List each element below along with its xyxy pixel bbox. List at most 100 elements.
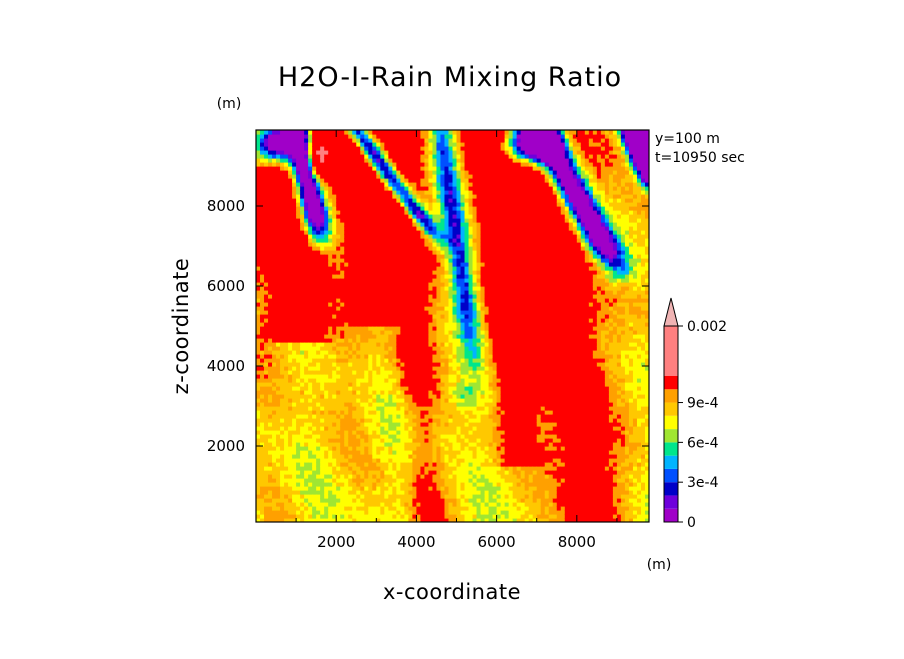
heatmap-cell — [356, 154, 361, 159]
heatmap-cell — [416, 194, 422, 199]
heatmap-cell — [360, 394, 365, 399]
heatmap-cell — [424, 214, 430, 219]
heatmap-cell — [376, 434, 381, 439]
heatmap-cell — [360, 330, 365, 335]
heatmap-cell — [424, 186, 430, 191]
heatmap-cell — [268, 134, 273, 139]
heatmap-cell — [292, 206, 297, 211]
heatmap-cell — [456, 422, 462, 427]
heatmap-cell — [280, 290, 285, 295]
heatmap-cell — [360, 282, 365, 287]
heatmap-cell — [412, 238, 418, 243]
heatmap-cell — [272, 306, 277, 311]
heatmap-cell — [384, 426, 389, 431]
heatmap-cell — [368, 322, 373, 327]
heatmap-cell — [452, 386, 458, 391]
heatmap-cell — [404, 426, 409, 431]
heatmap-cell — [444, 150, 450, 155]
heatmap-cell — [408, 166, 413, 171]
heatmap-cell — [408, 394, 413, 399]
heatmap-cell — [396, 234, 401, 239]
heatmap-cell — [432, 394, 438, 399]
heatmap-cell — [332, 450, 337, 455]
heatmap-cell — [308, 346, 313, 351]
heatmap-cell — [312, 414, 317, 419]
heatmap-cell — [448, 334, 454, 339]
heatmap-cell — [392, 218, 397, 223]
heatmap-cell — [288, 138, 293, 143]
heatmap-cell — [432, 458, 438, 463]
heatmap-cell — [260, 134, 265, 139]
heatmap-cell — [280, 478, 285, 483]
heatmap-cell — [332, 342, 337, 347]
heatmap-cell — [440, 306, 446, 311]
heatmap-cell — [340, 154, 345, 159]
heatmap-cell — [368, 278, 373, 283]
heatmap-cell — [292, 510, 297, 515]
heatmap-cell — [364, 266, 369, 271]
heatmap-cell — [392, 422, 397, 427]
heatmap-cell — [280, 162, 285, 167]
heatmap-cell — [268, 214, 273, 219]
heatmap-cell — [408, 438, 413, 443]
heatmap-cell — [264, 302, 269, 307]
heatmap-cell — [284, 366, 289, 371]
heatmap-cell — [304, 482, 309, 487]
heatmap-cell — [388, 202, 393, 207]
heatmap-cell — [268, 342, 273, 347]
heatmap-cell — [324, 494, 329, 499]
heatmap-cell — [392, 150, 397, 155]
heatmap-cell — [312, 206, 317, 211]
heatmap-cell — [304, 310, 309, 315]
heatmap-cell — [376, 338, 381, 343]
heatmap-cell — [412, 486, 418, 491]
heatmap-cell — [368, 298, 373, 303]
heatmap-cell — [292, 446, 297, 451]
heatmap-cell — [316, 418, 321, 423]
heatmap-cell — [276, 466, 281, 471]
heatmap-cell — [432, 170, 438, 175]
heatmap-cell — [292, 350, 297, 355]
heatmap-cell — [304, 422, 309, 427]
heatmap-cell — [256, 250, 261, 255]
heatmap-cell — [408, 238, 413, 243]
heatmap-cell — [420, 278, 426, 283]
heatmap-cell — [336, 482, 341, 487]
heatmap-cell — [292, 294, 297, 299]
heatmap-cell — [432, 294, 438, 299]
heatmap-cell — [292, 250, 297, 255]
heatmap-cell — [392, 258, 397, 263]
heatmap-cell — [432, 430, 438, 435]
heatmap-cell — [272, 142, 277, 147]
heatmap-cell — [440, 310, 446, 315]
heatmap-cell — [272, 326, 277, 331]
heatmap-cell — [356, 290, 361, 295]
heatmap-cell — [264, 498, 269, 503]
heatmap-cell — [368, 198, 373, 203]
heatmap-cell — [328, 446, 333, 451]
heatmap-cell — [340, 226, 345, 231]
heatmap-cell — [372, 442, 377, 447]
heatmap-cell — [364, 426, 369, 431]
heatmap-cell — [340, 310, 345, 315]
heatmap-cell — [404, 486, 409, 491]
heatmap-cell — [416, 230, 422, 235]
heatmap-cell — [396, 490, 401, 495]
heatmap-cell — [340, 150, 345, 155]
heatmap-cell — [376, 202, 381, 207]
heatmap-cell — [332, 438, 337, 443]
heatmap-cell — [384, 166, 389, 171]
heatmap-cell — [296, 434, 301, 439]
heatmap-cell — [356, 134, 361, 139]
heatmap-cell — [300, 210, 305, 215]
heatmap-cell — [404, 490, 409, 495]
heatmap-cell — [296, 362, 301, 367]
heatmap-cell — [372, 474, 377, 479]
heatmap-cell — [364, 186, 369, 191]
heatmap-cell — [436, 250, 442, 255]
heatmap-cell — [452, 374, 458, 379]
heatmap-cell — [400, 306, 405, 311]
heatmap-cell — [324, 398, 329, 403]
heatmap-cell — [456, 210, 462, 215]
heatmap-cell — [420, 370, 426, 375]
